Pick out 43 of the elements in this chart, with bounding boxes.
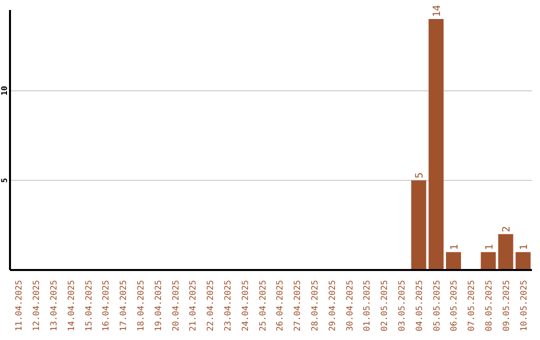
data-label: 14: [432, 4, 444, 17]
data-label: 2: [502, 226, 513, 232]
x-tick-label: 01.05.2025: [362, 280, 373, 332]
x-tick-label: 04.05.2025: [414, 280, 425, 332]
data-label: 5: [414, 172, 426, 178]
x-tick-label: 21.04.2025: [188, 280, 199, 332]
x-tick-label: 09.05.2025: [502, 280, 512, 332]
x-tick-label: 24.04.2025: [240, 280, 251, 332]
data-label: 1: [484, 244, 496, 250]
bar: [498, 234, 514, 270]
x-tick-label: 16.04.2025: [102, 280, 112, 332]
x-tick-label: 06.05.2025: [450, 280, 460, 332]
x-tick-label: 17.04.2025: [119, 280, 130, 332]
data-label: 1: [450, 244, 460, 250]
bar: [428, 18, 444, 270]
x-tick-label: 23.04.2025: [224, 280, 234, 332]
x-tick-label: 19.04.2025: [154, 280, 164, 332]
data-label: 1: [519, 244, 530, 250]
x-tick-label: 15.04.2025: [84, 280, 94, 332]
x-tick-label: 13.04.2025: [50, 280, 60, 332]
x-tick-label: 11.04.2025: [14, 280, 25, 332]
x-tick-label: 29.04.2025: [328, 280, 338, 332]
x-tick-label: 05.05.2025: [432, 280, 442, 332]
x-tick-label: 25.04.2025: [258, 280, 268, 332]
bar: [411, 180, 426, 270]
x-tick-label: 26.04.2025: [276, 280, 286, 332]
bar: [516, 252, 531, 270]
bar: [480, 252, 496, 270]
x-tick-label: 27.04.2025: [293, 280, 304, 332]
x-tick-label: 10.05.2025: [519, 280, 530, 332]
x-tick-label: 12.04.2025: [32, 280, 42, 332]
x-tick-label: 03.05.2025: [398, 280, 408, 332]
x-tick-label: 28.04.2025: [310, 280, 320, 332]
x-tick-label: 02.05.2025: [380, 280, 390, 332]
x-tick-label: 08.05.2025: [484, 280, 494, 332]
x-tick-label: 14.04.2025: [66, 280, 77, 332]
x-tick-label: 20.04.2025: [171, 280, 182, 332]
x-tick-label: 30.04.2025: [345, 280, 356, 332]
y-tick-label: 10: [0, 86, 9, 96]
x-tick-label: 18.04.2025: [136, 280, 146, 332]
bar: [446, 252, 461, 270]
x-tick-label: 22.04.2025: [206, 280, 216, 332]
x-tick-label: 07.05.2025: [467, 280, 478, 332]
